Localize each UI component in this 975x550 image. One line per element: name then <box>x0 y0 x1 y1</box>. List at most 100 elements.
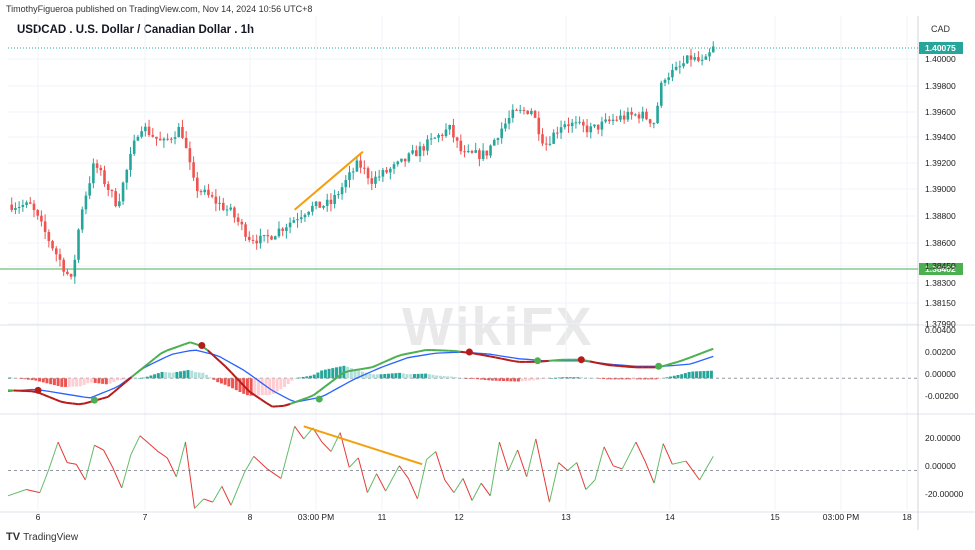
macd-histogram-bar <box>464 378 468 379</box>
candle-body <box>247 236 251 240</box>
macd-line-segment <box>366 366 373 370</box>
candle-body <box>596 124 600 130</box>
price-tick-label: 1.38800 <box>925 211 956 221</box>
macd-histogram-bar <box>64 378 68 387</box>
price-tick-label: 1.37990 <box>925 319 956 329</box>
candle-body <box>140 131 143 137</box>
macd-histogram-bar <box>108 378 112 384</box>
candle-body <box>530 110 533 115</box>
macd-cross-marker <box>315 395 323 403</box>
macd-histogram-bar <box>320 370 324 379</box>
macd-line-segment <box>248 390 256 397</box>
oscillator-segment <box>376 473 387 492</box>
macd-line-segment <box>377 361 385 366</box>
candle-body <box>648 119 652 124</box>
candle-body <box>682 63 685 67</box>
macd-line-segment <box>189 341 197 346</box>
candle-body <box>444 129 448 137</box>
candle-body <box>478 150 481 159</box>
macd-histogram-bar <box>90 378 94 383</box>
candle-body <box>474 150 477 153</box>
candle-body <box>459 140 463 152</box>
oscillator-segment <box>635 441 646 462</box>
price-tick-label: 1.39600 <box>925 107 956 117</box>
macd-line-segment <box>589 360 596 364</box>
macd-histogram-bar <box>524 378 528 381</box>
oscillator-segment <box>426 451 437 460</box>
macd-line-segment <box>513 360 520 363</box>
oscillator-segment <box>157 451 168 459</box>
candle-body <box>325 199 329 206</box>
candle-body <box>496 138 500 140</box>
oscillator-segment <box>75 463 86 481</box>
oscillator-segment <box>130 435 141 455</box>
macd-histogram-bar <box>654 378 658 380</box>
macd-histogram-bar <box>568 377 572 379</box>
candle-body <box>470 151 474 153</box>
price-tick-label: 1.38300 <box>925 278 956 288</box>
candle-body <box>99 167 103 171</box>
macd-line-segment <box>242 384 250 392</box>
candle-body <box>626 111 630 120</box>
oscillator-segment <box>498 441 509 471</box>
macd-histogram-bar <box>179 371 183 379</box>
candle-body <box>374 176 377 184</box>
candle-body <box>251 239 255 241</box>
macd-histogram-bar <box>156 373 160 379</box>
oscillator-segment <box>39 468 50 493</box>
candle-body <box>273 236 277 240</box>
macd-histogram-bar <box>294 378 298 379</box>
candle-body <box>129 153 132 170</box>
candle-body <box>678 66 682 68</box>
macd-line-segment <box>295 398 303 403</box>
candle-body <box>40 215 43 222</box>
oscillator-segment <box>148 443 159 452</box>
macd-histogram-bar <box>30 378 34 381</box>
candle-body <box>582 121 585 126</box>
candle-body <box>544 143 548 145</box>
macd-histogram-bar <box>260 378 264 396</box>
price-tick-label: 1.39000 <box>925 184 956 194</box>
x-tick-label: 15 <box>770 512 780 522</box>
macd-histogram-bar <box>528 378 531 381</box>
candle-body <box>281 228 284 231</box>
candle-body <box>615 119 619 121</box>
candle-body <box>541 134 544 144</box>
candle-body <box>604 119 607 122</box>
macd-histogram-bar <box>672 375 676 379</box>
candle-body <box>377 176 381 178</box>
macd-line-segment <box>354 368 361 372</box>
macd-histogram-bar <box>349 368 353 379</box>
macd-line-segment <box>683 356 691 361</box>
candle-body <box>426 139 429 151</box>
oscillator-segment <box>489 442 500 496</box>
price-tick-label: 1.38600 <box>925 238 956 248</box>
candle-body <box>548 143 552 145</box>
x-tick-label: 8 <box>248 512 253 522</box>
candle-body <box>415 150 418 157</box>
oscillator-segment <box>471 482 482 501</box>
oscillator-segment <box>535 438 550 503</box>
oscillator-segment <box>244 456 255 473</box>
macd-line-segment <box>148 357 156 364</box>
macd-histogram-bar <box>101 378 105 384</box>
candle-body <box>641 111 645 119</box>
macd-histogram-bar <box>34 378 38 381</box>
macd-histogram-bar <box>409 374 413 379</box>
macd-line-segment <box>501 357 508 361</box>
macd-histogram-bar <box>238 378 242 392</box>
macd-histogram-bar <box>216 378 220 383</box>
candle-body <box>14 207 17 210</box>
oscillator-segment <box>672 460 687 465</box>
macd-tick-label: 0.00200 <box>925 347 956 357</box>
price-tick-label: 1.40000 <box>925 54 956 64</box>
macd-histogram-bar <box>223 378 227 385</box>
candle-body <box>296 219 299 221</box>
macd-histogram-bar <box>86 378 90 384</box>
macd-histogram-bar <box>312 374 316 379</box>
macd-line-segment <box>301 396 309 401</box>
macd-histogram-bar <box>687 371 691 379</box>
candle-body <box>489 145 492 156</box>
oscillator-segment <box>699 456 714 481</box>
